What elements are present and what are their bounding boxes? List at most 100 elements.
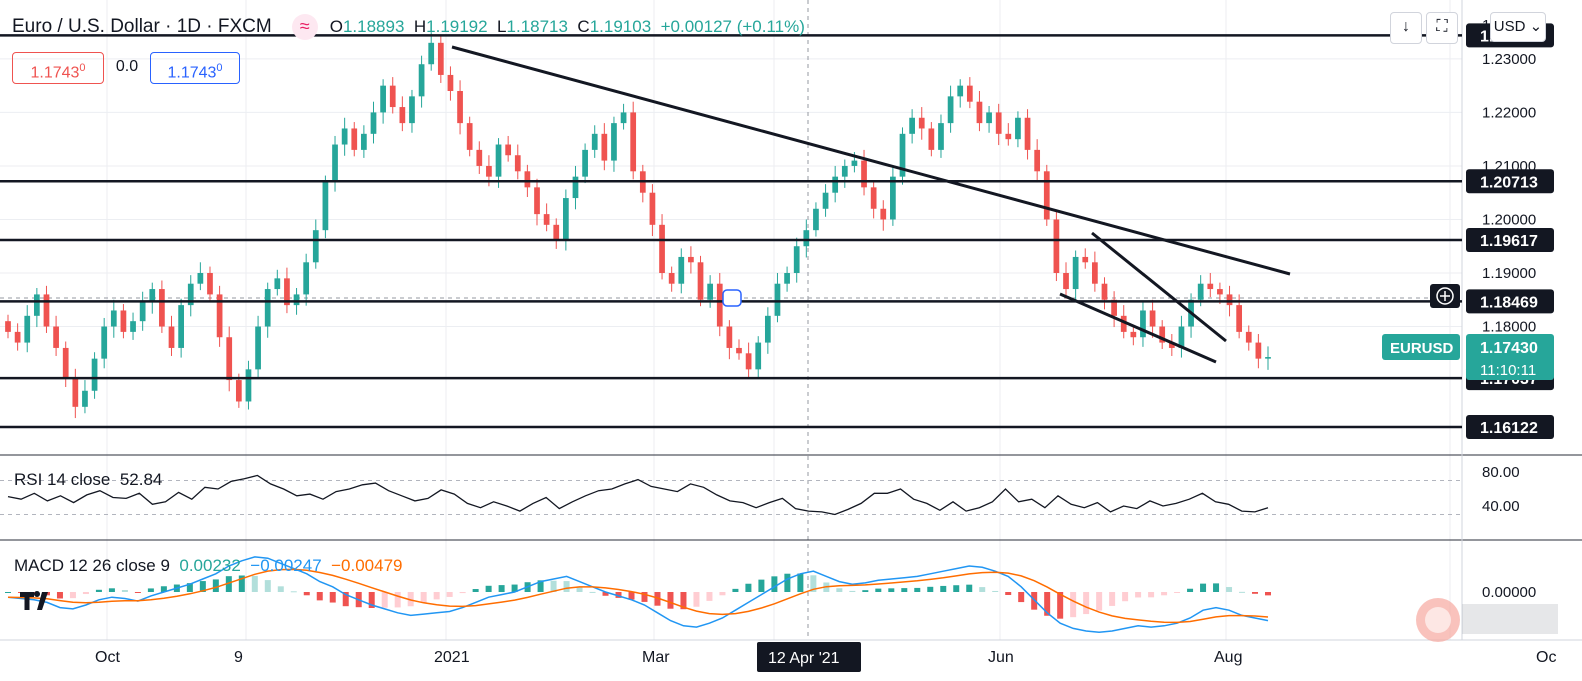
macd-histogram-bar [121, 590, 128, 592]
price-tick: 1.20000 [1482, 211, 1536, 228]
close-value: 1.19103 [589, 17, 652, 37]
wave-icon[interactable]: ≈ [291, 14, 318, 40]
time-axis[interactable]: Oct 9 2021 Mar Jun Aug Oc 12 Apr '21 [95, 642, 1556, 672]
macd-histogram-bar [186, 583, 193, 592]
candle-body [380, 85, 386, 113]
fullscreen-button[interactable]: ⛶ [1426, 12, 1458, 44]
candle-body [149, 289, 156, 303]
macd-histogram-bar [446, 592, 453, 597]
candle-body [649, 192, 656, 225]
candle-body [457, 91, 463, 124]
last-price: 1.17430 [1480, 340, 1538, 357]
candle-body [495, 144, 502, 177]
symbol-header: Euro / U.S. Dollar · 1D · FXCM ≈ O1.18893 … [12, 14, 805, 40]
candle-body [62, 347, 69, 378]
candle-body [447, 74, 454, 91]
buy-button[interactable]: 1.17430 [150, 52, 240, 84]
candle-body [841, 165, 848, 177]
macd-histogram-bar [1200, 583, 1207, 592]
macd-signal-value: −0.00479 [331, 556, 403, 575]
low-label: L [497, 17, 507, 37]
candle-body [91, 358, 98, 391]
symbol-title[interactable]: Euro / U.S. Dollar · 1D · FXCM [12, 16, 272, 38]
candle-body [303, 262, 310, 295]
candle-body [668, 273, 675, 284]
rsi-legend[interactable]: RSI 14 close 52.84 [14, 470, 162, 490]
candle-body [1082, 256, 1089, 263]
grid [0, 0, 1582, 641]
candle-body [187, 283, 194, 306]
macd-histogram-bar [251, 575, 258, 592]
rsi-value: 52.84 [119, 470, 163, 489]
candle-body [784, 273, 790, 284]
spread-value: 0.0 [115, 58, 139, 75]
candle-body [976, 101, 983, 124]
candle-body [543, 214, 550, 225]
candle-body [226, 337, 233, 381]
rsi-line [7, 474, 1269, 516]
macd-histogram-bar [966, 584, 973, 592]
candle-body [72, 377, 79, 407]
candle-body [399, 107, 406, 124]
macd-legend[interactable]: MACD 12 26 close 9 0.00232 −0.00247 −0.0… [14, 556, 403, 576]
macd-histogram-bar [459, 592, 466, 594]
candle-body [168, 326, 175, 348]
rsi-label: RSI 14 close [14, 470, 111, 489]
candle-body [389, 85, 396, 108]
time-label: Mar [642, 649, 670, 666]
candle-body [909, 117, 915, 134]
level-label: 1.18469 [1480, 294, 1538, 311]
candle-body [813, 208, 819, 231]
macd-histogram-bar [342, 592, 349, 607]
macd-histogram-bar [199, 581, 206, 592]
candle-body [591, 133, 598, 150]
macd-histogram-bar [602, 592, 609, 596]
macd-histogram-bar [537, 580, 544, 592]
candle-body [1168, 342, 1175, 348]
chevron-down-icon: ⌄ [1529, 18, 1543, 35]
macd-histogram-bar [563, 581, 570, 592]
candle-body [437, 42, 444, 75]
candle-body [139, 302, 146, 322]
candle-body [880, 208, 887, 220]
macd-histogram-bar [472, 589, 479, 592]
candle-body [178, 305, 184, 348]
macd-histogram-bar [290, 591, 297, 593]
macd-histogram-bar [953, 585, 960, 592]
macd-histogram-bar [667, 592, 674, 609]
price-tick: 1.23000 [1482, 51, 1536, 68]
macd-histogram-bar [1122, 592, 1129, 602]
candle-body [928, 128, 935, 150]
download-button[interactable]: ↓ [1390, 12, 1422, 44]
candle-body [1120, 315, 1127, 332]
candle-body [524, 171, 531, 188]
macd-histogram-bar [433, 592, 440, 600]
macd-histogram-bar [1044, 592, 1051, 616]
macd-hist-value: 0.00232 [179, 556, 241, 575]
candle-body [207, 273, 213, 295]
macd-histogram-bar [394, 592, 401, 608]
macd-histogram-bar [901, 588, 908, 592]
sell-button[interactable]: 1.17430 [12, 52, 104, 84]
price-scale[interactable]: 1.1.230001.220001.210001.200001.190001.1… [1382, 17, 1554, 601]
trendline [1059, 292, 1217, 364]
rsi-tick: 40.00 [1482, 498, 1520, 515]
candle-body [1053, 219, 1060, 273]
macd-histogram-bar [147, 588, 154, 592]
change-value: +0.00127 (+0.11%) [660, 17, 805, 37]
candle-body [43, 294, 50, 327]
macd-histogram-bar [277, 586, 284, 592]
macd-histogram-bar [914, 587, 921, 592]
macd-histogram-bar [1161, 592, 1168, 596]
macd-histogram-bar [875, 588, 882, 592]
macd-histogram-bar [576, 587, 583, 592]
ohlc-readout: O1.18893 H1.19192 L1.18713 C1.19103 +0.0… [330, 17, 805, 36]
macd-histogram-bar [706, 592, 713, 601]
currency-select[interactable]: USD ⌄ [1490, 12, 1546, 42]
candle-body [572, 176, 579, 199]
candle-body [101, 326, 108, 359]
macd-histogram-bar [1057, 592, 1064, 619]
candle-body [197, 273, 204, 284]
